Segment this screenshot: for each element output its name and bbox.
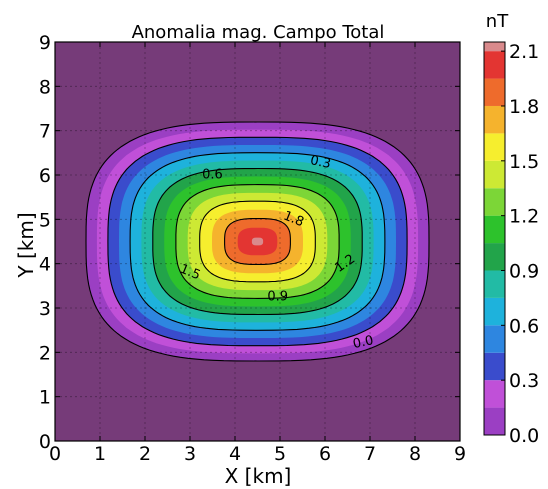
colorbar-tick-label: 0.0 — [509, 425, 539, 447]
y-axis-label: Y [km] — [14, 212, 38, 278]
chart-title: Anomalia mag. Campo Total — [132, 22, 385, 43]
x-tick-label: 7 — [364, 443, 376, 465]
colorbar-tick-label: 0.9 — [509, 260, 539, 282]
colorbar-segment — [484, 243, 505, 271]
x-axis-label: X [km] — [225, 464, 292, 488]
y-tick-label: 6 — [39, 165, 51, 187]
contour-label-1.8: 1.8 — [281, 209, 306, 231]
x-tick-label: 8 — [409, 443, 421, 465]
y-tick-label: 7 — [39, 121, 51, 143]
x-tick-label: 3 — [184, 443, 196, 465]
colorbar-segment — [484, 160, 505, 189]
colorbar-segment — [484, 215, 505, 244]
plot-frame — [54, 41, 461, 442]
colorbar-tick-label: 1.8 — [509, 96, 539, 118]
contour-label-1.5: 1.5 — [178, 262, 203, 284]
colorbar-segment — [484, 297, 505, 326]
colorbar-tick-label: 0.3 — [509, 370, 539, 392]
contour-band-2.10 — [251, 237, 264, 246]
colorbar-segment — [484, 188, 505, 216]
x-tick-label: 9 — [454, 443, 466, 465]
colorbar-segment — [484, 380, 505, 408]
colorbar-segment — [484, 78, 505, 106]
contour-lines — [85, 121, 430, 362]
y-tick-label: 3 — [39, 298, 51, 320]
colorbar — [484, 42, 505, 435]
colorbar-segment — [484, 51, 505, 79]
y-tick-label: 8 — [39, 76, 51, 98]
x-tick-label: 6 — [319, 443, 331, 465]
colorbar-tick-label: 0.6 — [509, 315, 539, 337]
y-tick-label: 5 — [39, 209, 51, 231]
contour-label-0.6: 0.6 — [202, 168, 223, 183]
colorbar-segment — [484, 352, 505, 381]
y-tick-label: 0 — [39, 431, 51, 453]
x-axis-ticks: 0 1 2 3 4 5 6 7 8 9 — [49, 42, 466, 465]
colorbar-segment — [484, 270, 505, 298]
contour-line-0.9 — [152, 167, 363, 316]
y-tick-label: 9 — [39, 32, 51, 54]
y-axis-ticks: 0 1 2 3 4 5 6 7 8 9 — [39, 32, 460, 453]
x-tick-label: 4 — [229, 443, 241, 465]
contour-label-0.9: 0.9 — [267, 289, 288, 304]
y-tick-label: 2 — [39, 342, 51, 364]
colorbar-unit: nT — [486, 11, 509, 32]
contour-label-0.3: 0.3 — [309, 153, 332, 172]
plot-grid — [55, 42, 460, 441]
colorbar-segment — [484, 105, 505, 134]
y-tick-label: 1 — [39, 387, 51, 409]
contour-line-0.0 — [85, 121, 430, 362]
colorbar-segment — [484, 325, 505, 353]
colorbar-tick-label: 1.2 — [509, 206, 539, 228]
x-tick-label: 0 — [49, 443, 61, 465]
contour-line-1.2 — [175, 184, 340, 299]
contour-line-1.8 — [224, 218, 291, 265]
colorbar-tick-label: 1.5 — [509, 151, 539, 173]
contour-label-0.0: 0.0 — [352, 333, 375, 352]
contour-fill — [55, 42, 460, 441]
contour-line-0.3 — [107, 136, 408, 347]
contour-line-1.5 — [199, 200, 316, 283]
x-tick-label: 1 — [94, 443, 106, 465]
colorbar-segment — [484, 407, 505, 435]
colorbar-segment — [484, 42, 505, 52]
colorbar-segment — [484, 133, 505, 161]
contour-line-0.6 — [129, 152, 386, 331]
colorbar-tick-label: 2.1 — [509, 41, 539, 63]
colorbar-frame — [483, 41, 506, 436]
x-tick-label: 5 — [274, 443, 286, 465]
x-tick-label: 2 — [139, 443, 151, 465]
y-tick-label: 4 — [39, 254, 51, 276]
